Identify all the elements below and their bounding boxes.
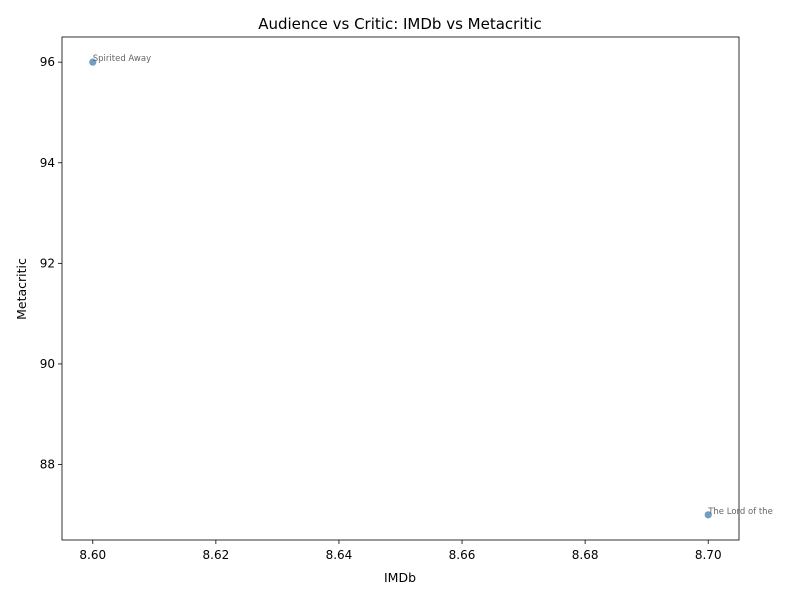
x-tick-label: 8.66 [449,548,476,562]
data-point-label: The Lord of the [707,507,773,517]
data-point [704,511,712,519]
data-point [89,58,97,66]
y-tick-label: 94 [40,156,55,170]
x-tick-label: 8.70 [695,548,722,562]
x-tick-label: 8.64 [326,548,353,562]
y-axis-label: Metacritic [14,258,29,320]
y-axis: 88 90 92 94 96 [40,55,62,472]
y-tick-label: 90 [40,357,55,371]
y-tick-label: 92 [40,256,55,270]
data-points: Spirited Away The Lord of the [89,54,773,519]
x-tick-label: 8.60 [79,548,106,562]
x-tick-label: 8.62 [203,548,230,562]
y-tick-label: 96 [40,55,55,69]
x-axis: 8.60 8.62 8.64 8.66 8.68 8.70 [79,540,722,562]
data-point-label: Spirited Away [93,54,151,64]
x-tick-label: 8.68 [572,548,599,562]
plot-area [61,36,740,541]
x-axis-label: IMDb [384,570,416,585]
chart-title: Audience vs Critic: IMDb vs Metacritic [258,15,542,33]
y-tick-label: 88 [40,458,55,472]
